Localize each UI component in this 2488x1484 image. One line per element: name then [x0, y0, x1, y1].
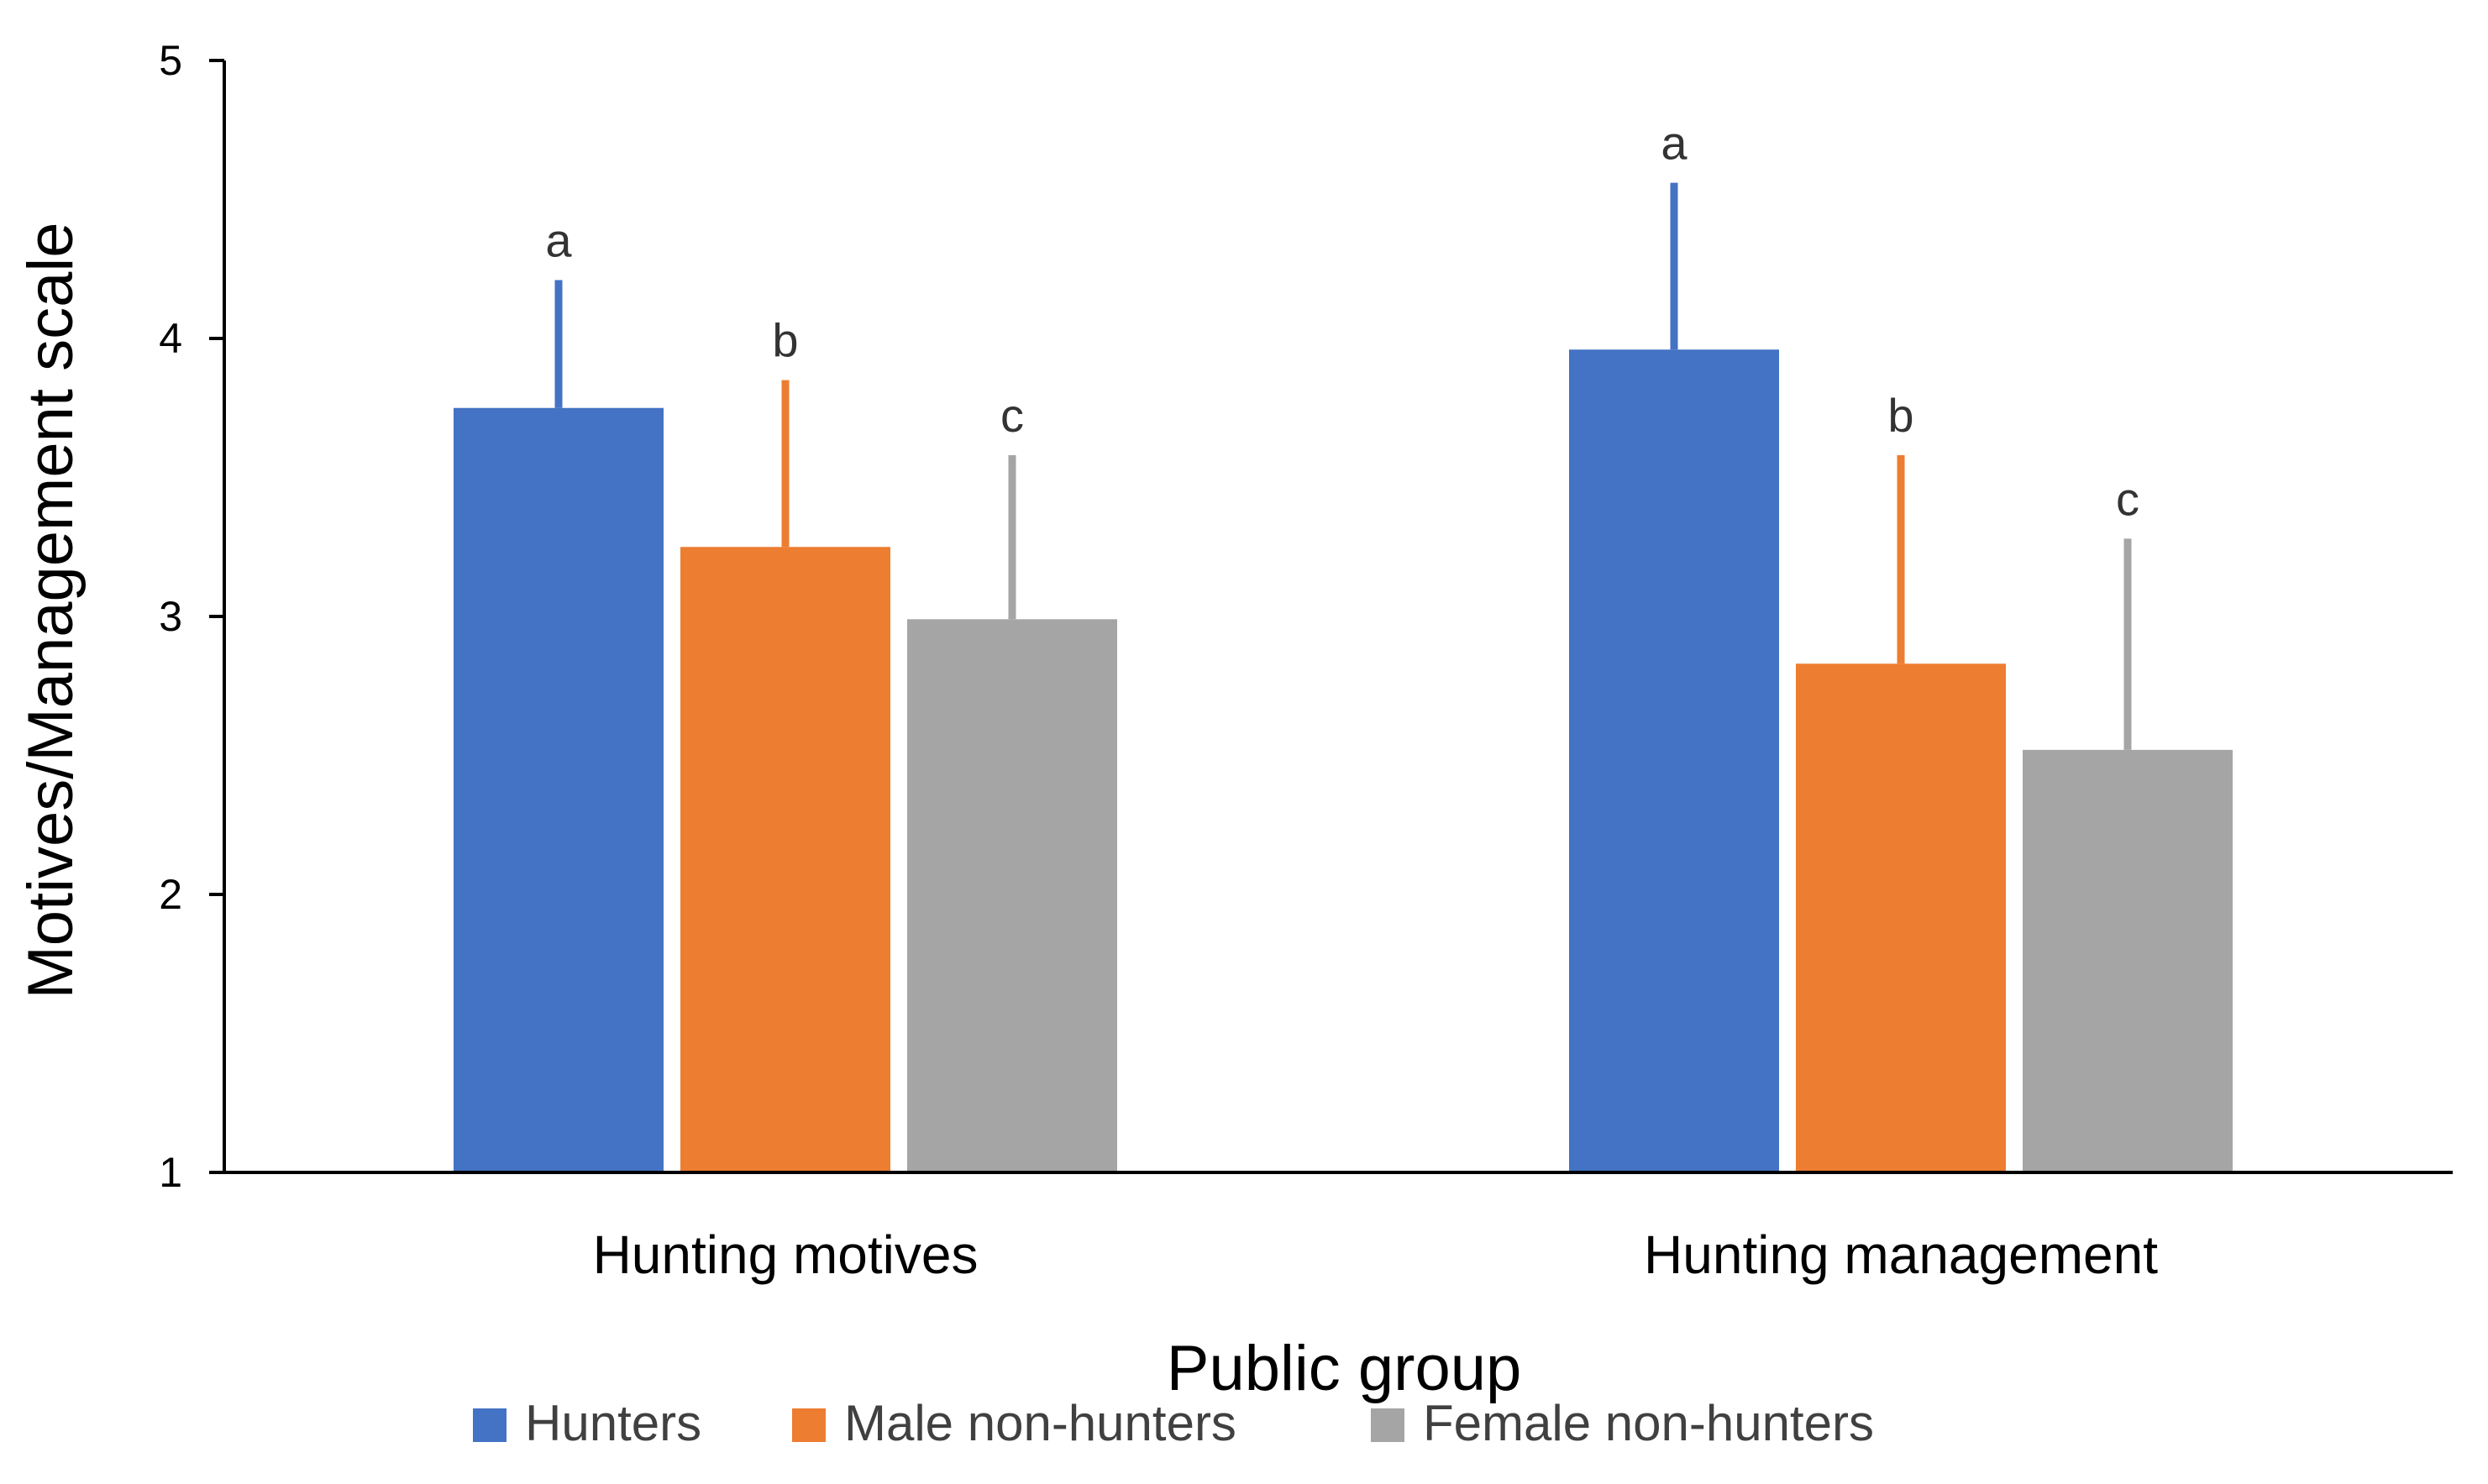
legend-label: Female non-hunters — [1423, 1395, 1874, 1451]
x-axis-title: Public group — [1167, 1333, 1522, 1404]
significance-letter: c — [2116, 472, 2139, 525]
legend-swatch — [473, 1408, 507, 1442]
y-tick-label: 4 — [159, 315, 182, 362]
bar — [1569, 349, 1779, 1172]
significance-letter: c — [1000, 389, 1024, 442]
bars-layer — [454, 349, 2233, 1172]
legend: Hunters Male non-hunters Female non-hunter… — [473, 1395, 1874, 1451]
legend-label: Male non-hunters — [844, 1395, 1236, 1451]
bar — [907, 619, 1117, 1172]
y-tick-label: 5 — [159, 37, 182, 84]
y-tick-label: 2 — [159, 871, 182, 918]
x-categories-layer: Hunting motives Hunting management — [593, 1224, 2159, 1285]
legend-swatch — [792, 1408, 826, 1442]
legend-label: Hunters — [525, 1395, 701, 1451]
y-ticks-layer: 1 2 3 4 5 — [159, 37, 224, 1196]
legend-swatch — [1371, 1408, 1404, 1442]
annotations-layer: a a b b c c — [545, 117, 2139, 526]
significance-letter: a — [545, 213, 572, 266]
y-tick-label: 1 — [159, 1149, 182, 1196]
bar — [1796, 663, 2006, 1172]
significance-letter: a — [1661, 117, 1688, 170]
bar — [2023, 749, 2233, 1172]
y-axis-title: Motives/Management scale — [15, 222, 87, 999]
significance-letter: b — [772, 314, 798, 367]
significance-letter: b — [1887, 389, 1913, 442]
x-category-label: Hunting motives — [593, 1224, 979, 1285]
error-bars-layer — [554, 182, 2132, 750]
x-category-label: Hunting management — [1644, 1224, 2158, 1285]
bar — [680, 547, 890, 1172]
bar — [454, 407, 664, 1172]
y-tick-label: 3 — [159, 593, 182, 640]
